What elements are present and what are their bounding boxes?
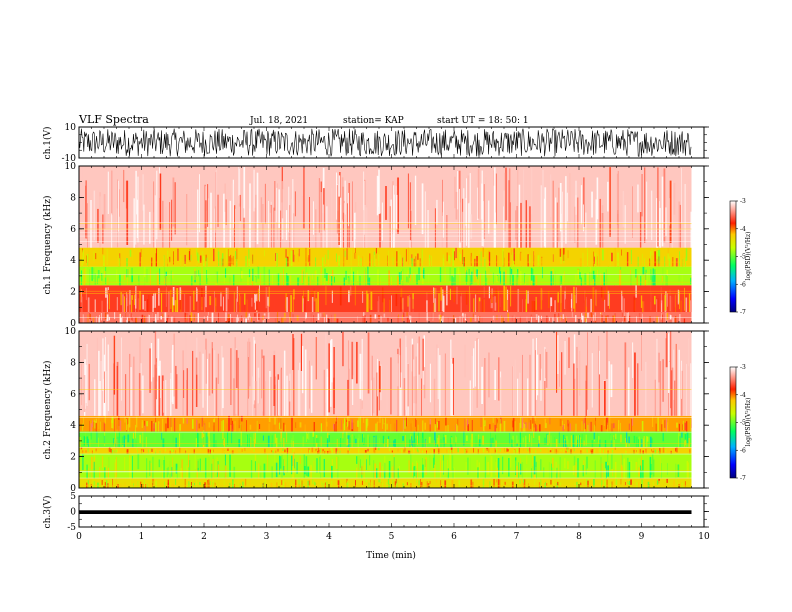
ch2-spectrogram-band-2 <box>79 447 692 454</box>
ch3-waveform-ytick-label: 0 <box>70 508 76 518</box>
ch2-spectrogram-ylabel: ch.2 Frequency (kHz) <box>42 361 53 460</box>
ch3-waveform-ytick-label: 5 <box>70 492 76 502</box>
ch1-waveform-ylabel: ch.1(V) <box>42 127 53 160</box>
x-tick-label: 8 <box>576 532 582 542</box>
start-time-label: start UT = 18: 50: 1 <box>437 116 529 126</box>
ch1-colorbar-tick-label: -4 <box>740 226 746 233</box>
ch1-waveform-ytick-label: -10 <box>62 154 77 164</box>
ch1-waveform-trace <box>78 128 692 157</box>
ch3-waveform-ylabel: ch.3(V) <box>42 496 53 529</box>
ch2-spectrogram-ytick-label: 8 <box>70 358 76 368</box>
ch1-spectrogram-band-2 <box>79 266 693 286</box>
ch2-spectrogram-ytick-label: 4 <box>70 421 76 431</box>
ch2-spectrogram-ytick-label: 10 <box>65 327 77 337</box>
ch1-spectrogram-band-fill <box>79 266 692 286</box>
ch1-spectrogram-band-1 <box>79 285 692 313</box>
ch2-colorbar-tick-label: -3 <box>740 364 746 371</box>
ch1-waveform-ytick-label: 10 <box>65 123 77 133</box>
ch1-colorbar: -3 -4 -5 -6 -7 log(PSD)(V²/Hz) <box>729 198 752 316</box>
ch1-colorbar-gradient <box>729 200 737 313</box>
ch2-spectrogram-ytick-label: 2 <box>70 453 76 463</box>
x-tick-label: 3 <box>264 532 270 542</box>
ch1-spectrogram-ytick-label: 2 <box>70 288 76 298</box>
ch2-spectrogram-band-3 <box>79 431 692 448</box>
x-tick-label: 5 <box>389 532 395 542</box>
ch2-spectrogram-band-1 <box>79 453 692 479</box>
ch1-waveform-panel: 10 -10 <box>62 123 709 164</box>
ch2-spectrogram-ytick-label: 0 <box>70 484 76 494</box>
x-tick-label: 2 <box>201 532 207 542</box>
ch2-colorbar: -3 -4 -5 -6 -7 log(PSD)(V²/Hz) <box>729 364 752 482</box>
ch2-spectrogram-band-fill <box>79 478 692 488</box>
x-tick-label: 9 <box>639 532 645 542</box>
ch1-colorbar-tick-label: -7 <box>740 309 746 316</box>
ch1-waveform-frame <box>78 126 705 159</box>
time-axis-label: Time (min) <box>366 550 416 561</box>
ch2-spectrogram-band-fill <box>79 447 692 454</box>
ch2-spectrogram-panel: 0 2 4 6 8 10 <box>65 327 709 494</box>
ch1-spectrogram-band-4 <box>79 166 692 248</box>
x-tick-label: 10 <box>698 532 710 542</box>
ch1-spectrogram-ytick-label: 8 <box>70 193 76 203</box>
ch2-spectrogram-band-5 <box>79 331 693 416</box>
date-label: Jul. 18, 2021 <box>249 116 308 126</box>
x-tick-label: 7 <box>514 532 520 542</box>
ch1-spectrogram-band-3 <box>79 247 692 267</box>
ch2-spectrogram-band-0 <box>79 478 692 488</box>
ch1-colorbar-tick-label: -3 <box>740 198 746 205</box>
ch1-colorbar-label: log(PSD)(V²/Hz) <box>745 232 752 281</box>
ch1-spectrogram-ytick-label: 6 <box>70 225 76 235</box>
ch2-colorbar-label: log(PSD)(V²/Hz) <box>745 398 752 447</box>
ch1-spectrogram-ytick-label: 0 <box>70 319 76 329</box>
ch1-spectrogram-ylabel: ch.1 Frequency (kHz) <box>42 196 53 295</box>
ch2-spectrogram-band-4 <box>79 415 693 432</box>
ch2-colorbar-tick-label: -4 <box>740 392 746 399</box>
ch1-colorbar-tick-label: -6 <box>740 281 746 288</box>
ch1-spectrogram-ytick-label: 10 <box>65 162 77 172</box>
ch3-waveform-ytick-label: -5 <box>67 523 76 533</box>
ch2-colorbar-tick-label: -5 <box>740 420 746 427</box>
ch2-spectrogram-ytick-label: 6 <box>70 390 76 400</box>
ch2-spectrogram-band-fill <box>79 331 692 416</box>
figure-title: VLF Spectra <box>78 113 149 126</box>
ch1-spectrogram-ytick-label: 4 <box>70 256 76 266</box>
ch3-waveform-trace <box>79 510 692 514</box>
ch2-colorbar-tick-label: -7 <box>740 475 746 482</box>
station-label: station= KAP <box>343 116 404 126</box>
x-tick-label: 4 <box>326 532 332 542</box>
ch2-colorbar-tick-label: -6 <box>740 447 746 454</box>
ch1-colorbar-tick-label: -5 <box>740 254 746 261</box>
x-tick-label: 6 <box>451 532 457 542</box>
ch1-spectrogram-panel: 0 2 4 6 8 10 <box>65 162 709 329</box>
ch2-colorbar-gradient <box>729 366 737 479</box>
x-tick-label: 1 <box>139 532 145 542</box>
x-tick-label: 0 <box>76 532 82 542</box>
